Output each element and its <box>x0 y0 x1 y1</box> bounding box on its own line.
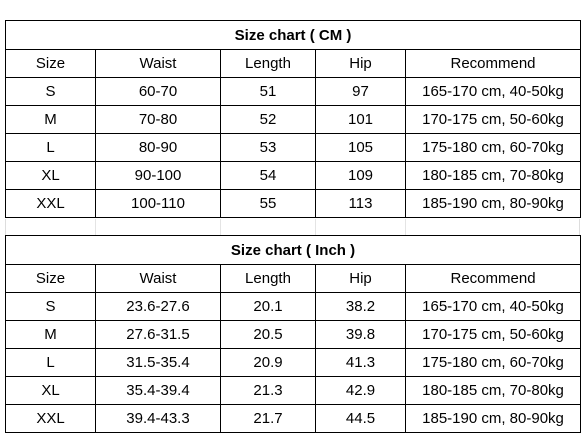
cell: 35.4-39.4 <box>95 376 221 405</box>
header-row: Size Waist Length Hip Recommend <box>5 49 581 78</box>
data-row: XXL 100-110 55 113 185-190 cm, 80-90kg <box>5 189 581 218</box>
cell: 44.5 <box>315 404 406 433</box>
cell: 170-175 cm, 50-60kg <box>404 105 581 134</box>
cell: 113 <box>315 189 406 218</box>
cell: S <box>5 292 96 321</box>
cell: M <box>5 320 96 349</box>
data-row: XL 90-100 54 109 180-185 cm, 70-80kg <box>5 161 581 190</box>
table-body: Size chart ( Inch ) Size Waist Length Hip Rec… <box>4 235 581 433</box>
column-header: Waist <box>95 264 221 293</box>
data-row: L 31.5-35.4 20.9 41.3 175-180 cm, 60-70kg <box>5 348 581 377</box>
cell: XL <box>5 376 96 405</box>
cell: M <box>5 105 96 134</box>
cell: 21.3 <box>220 376 316 405</box>
cell: 70-80 <box>95 105 221 134</box>
size-table: Size chart ( Inch ) Size Waist Length Hip Rec… <box>4 235 581 433</box>
cell: 97 <box>315 77 406 106</box>
cell: 23.6-27.6 <box>95 292 221 321</box>
cell: 180-185 cm, 70-80kg <box>404 161 581 190</box>
spacer-row <box>5 219 580 236</box>
data-row: XXL 39.4-43.3 21.7 44.5 185-190 cm, 80-90kg <box>5 404 581 433</box>
table-title: Size chart ( Inch ) <box>4 235 581 265</box>
column-header: Length <box>220 264 316 293</box>
cell: 21.7 <box>220 404 316 433</box>
spacer-line <box>95 219 96 236</box>
cell: 60-70 <box>95 77 221 106</box>
cell: 180-185 cm, 70-80kg <box>404 376 581 405</box>
cell: 170-175 cm, 50-60kg <box>404 320 581 349</box>
cell: 90-100 <box>95 161 221 190</box>
spacer-line <box>405 219 406 236</box>
column-header: Recommend <box>404 49 581 78</box>
cell: 20.1 <box>220 292 316 321</box>
size-table: Size chart ( CM ) Size Waist Length Hip Recom… <box>4 20 581 218</box>
cell: 31.5-35.4 <box>95 348 221 377</box>
cell: 55 <box>220 189 316 218</box>
cell: 53 <box>220 133 316 162</box>
data-row: M 70-80 52 101 170-175 cm, 50-60kg <box>5 105 581 134</box>
cell: 20.5 <box>220 320 316 349</box>
header-row: Size Waist Length Hip Recommend <box>5 264 581 293</box>
table-body: Size chart ( CM ) Size Waist Length Hip Recom… <box>4 20 581 218</box>
title-row: Size chart ( Inch ) <box>4 235 581 265</box>
cell: S <box>5 77 96 106</box>
cell: 41.3 <box>315 348 406 377</box>
table-title: Size chart ( CM ) <box>4 20 581 50</box>
column-header: Hip <box>315 264 406 293</box>
data-row: XL 35.4-39.4 21.3 42.9 180-185 cm, 70-80kg <box>5 376 581 405</box>
column-header: Waist <box>95 49 221 78</box>
cell: 109 <box>315 161 406 190</box>
cell: L <box>5 348 96 377</box>
cell: 51 <box>220 77 316 106</box>
cell: L <box>5 133 96 162</box>
column-header: Length <box>220 49 316 78</box>
column-header: Recommend <box>404 264 581 293</box>
cell: 39.8 <box>315 320 406 349</box>
cell: 42.9 <box>315 376 406 405</box>
cell: 54 <box>220 161 316 190</box>
cell: XXL <box>5 404 96 433</box>
cell: 52 <box>220 105 316 134</box>
cell: 27.6-31.5 <box>95 320 221 349</box>
cell: 80-90 <box>95 133 221 162</box>
cell: XL <box>5 161 96 190</box>
column-header: Size <box>5 264 96 293</box>
data-row: M 27.6-31.5 20.5 39.8 170-175 cm, 50-60kg <box>5 320 581 349</box>
cell: 175-180 cm, 60-70kg <box>404 348 581 377</box>
cell: 185-190 cm, 80-90kg <box>404 189 581 218</box>
cell: 175-180 cm, 60-70kg <box>404 133 581 162</box>
cell: 20.9 <box>220 348 316 377</box>
cell: 105 <box>315 133 406 162</box>
cell: 165-170 cm, 40-50kg <box>404 77 581 106</box>
cell: 38.2 <box>315 292 406 321</box>
cell: 101 <box>315 105 406 134</box>
column-header: Hip <box>315 49 406 78</box>
cell: 165-170 cm, 40-50kg <box>404 292 581 321</box>
column-header: Size <box>5 49 96 78</box>
spacer-line <box>315 219 316 236</box>
data-row: S 60-70 51 97 165-170 cm, 40-50kg <box>5 77 581 106</box>
cell: 100-110 <box>95 189 221 218</box>
data-row: L 80-90 53 105 175-180 cm, 60-70kg <box>5 133 581 162</box>
cell: 39.4-43.3 <box>95 404 221 433</box>
spacer-line <box>220 219 221 236</box>
cell: 185-190 cm, 80-90kg <box>404 404 581 433</box>
data-row: S 23.6-27.6 20.1 38.2 165-170 cm, 40-50kg <box>5 292 581 321</box>
cell: XXL <box>5 189 96 218</box>
title-row: Size chart ( CM ) <box>4 20 581 50</box>
